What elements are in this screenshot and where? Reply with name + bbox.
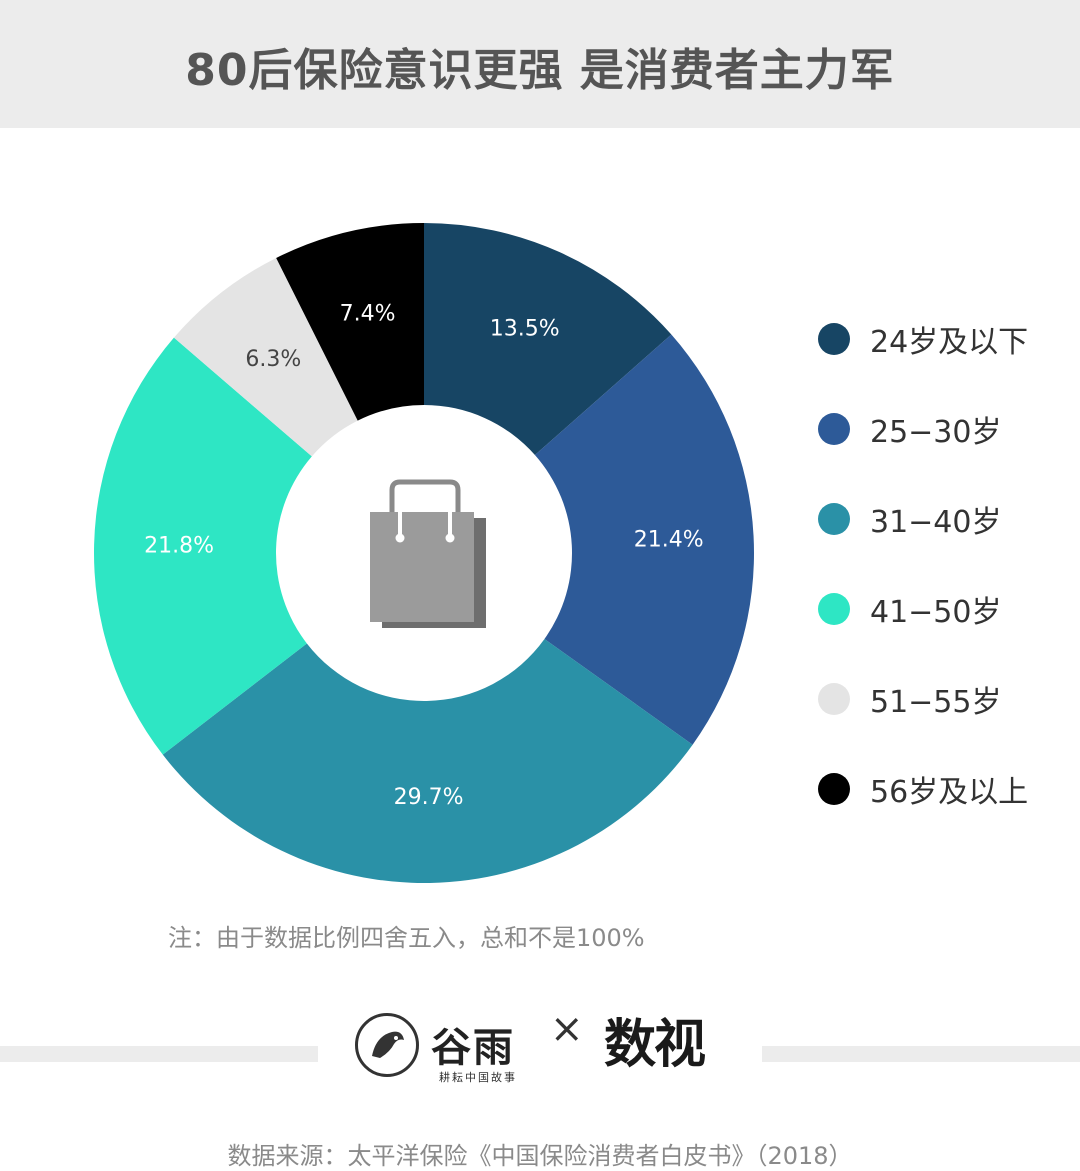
legend-label: 41−50岁 — [870, 595, 1002, 630]
guyu-logo-name: 谷雨 — [431, 1025, 515, 1071]
legend-label: 51−55岁 — [870, 685, 1002, 720]
shopping-bag-icon — [370, 479, 486, 628]
donut-slices — [94, 223, 754, 883]
title-bar — [0, 0, 1080, 128]
footer-divider-right — [762, 1046, 1080, 1062]
shushi-logo: 数视 — [604, 1015, 706, 1075]
legend-item: 31−40岁 — [818, 498, 1058, 540]
donut-slice — [424, 223, 672, 456]
donut-slice — [94, 337, 312, 755]
logo-separator: × — [550, 1006, 584, 1052]
legend-swatch — [818, 503, 850, 535]
legend-swatch — [818, 683, 850, 715]
donut-slice — [162, 638, 693, 883]
legend-swatch — [818, 323, 850, 355]
legend-label: 56岁及以上 — [870, 775, 1029, 810]
legend-label: 25−30岁 — [870, 415, 1002, 450]
slice-data-label: 7.4% — [340, 302, 396, 327]
legend-item: 41−50岁 — [818, 588, 1058, 630]
legend-swatch — [818, 593, 850, 625]
legend-item: 25−30岁 — [818, 408, 1058, 450]
guyu-logo-tagline: 耕耘中国故事 — [439, 1071, 517, 1084]
footer-divider-left — [0, 1046, 318, 1062]
slice-data-label: 21.4% — [634, 527, 704, 552]
legend-item: 51−55岁 — [818, 678, 1058, 720]
legend-swatch — [818, 773, 850, 805]
chart-title: 80后保险意识更强 是消费者主力军 — [185, 45, 895, 96]
guyu-bird-icon — [355, 1013, 419, 1077]
legend-item: 24岁及以下 — [818, 318, 1058, 360]
donut-slice — [534, 334, 754, 745]
slice-data-label: 6.3% — [245, 347, 301, 372]
legend-label: 31−40岁 — [870, 505, 1002, 540]
slice-data-label: 21.8% — [144, 533, 214, 558]
legend-swatch — [818, 413, 850, 445]
donut-slice — [276, 223, 424, 421]
slice-labels: 13.5% 21.4% 29.7% 21.8% 6.3% 7.4% — [144, 302, 703, 810]
legend-label: 24岁及以下 — [870, 325, 1029, 360]
guyu-logo: 谷雨 耕耘中国故事 — [355, 1005, 530, 1085]
donut-slice — [173, 257, 358, 457]
slice-data-label: 29.7% — [394, 785, 464, 810]
data-source: 数据来源：太平洋保险《中国保险消费者白皮书》（2018） — [227, 1142, 853, 1170]
legend-item: 56岁及以上 — [818, 768, 1058, 810]
chart-note: 注：由于数据比例四舍五入，总和不是100% — [168, 924, 645, 952]
slice-data-label: 13.5% — [490, 317, 560, 342]
